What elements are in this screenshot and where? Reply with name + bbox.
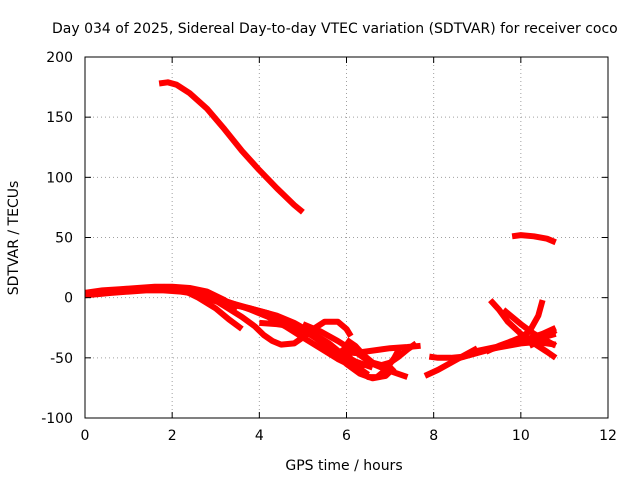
y-tick-label: 50	[55, 231, 73, 247]
series-line-trace-21	[488, 298, 558, 361]
y-tick-label: -100	[41, 411, 73, 427]
series-line-trace-22	[501, 307, 558, 349]
series-line-trace-1	[158, 79, 305, 215]
y-tick-label: 150	[46, 110, 73, 126]
series-line-trace-2	[511, 232, 557, 246]
chart-title: Day 034 of 2025, Sidereal Day-to-day VTE…	[52, 21, 618, 37]
y-tick-label: 0	[64, 291, 73, 307]
x-tick-label: 2	[168, 428, 177, 444]
series-line-trace-5	[162, 283, 244, 332]
series-line-trace-14	[344, 337, 418, 369]
y-axis-label: SDTVAR / TECUs	[6, 181, 22, 296]
y-tick-label: -50	[50, 351, 73, 367]
x-tick-label: 0	[81, 428, 90, 444]
y-tick-label: 200	[46, 50, 73, 66]
series-line-trace-9	[205, 292, 354, 348]
x-axis-label: GPS time / hours	[285, 458, 402, 474]
x-tick-label: 12	[599, 428, 617, 444]
tick-group: 0 2 4 6 8 10 12 -100 -50 0 50 100 150 200	[41, 50, 617, 444]
series-group	[84, 79, 558, 382]
x-tick-label: 6	[342, 428, 351, 444]
x-tick-label: 8	[429, 428, 438, 444]
series-line-trace-23	[528, 327, 558, 349]
y-tick-label: 100	[46, 170, 73, 186]
x-tick-label: 10	[512, 428, 530, 444]
x-tick-label: 4	[255, 428, 264, 444]
